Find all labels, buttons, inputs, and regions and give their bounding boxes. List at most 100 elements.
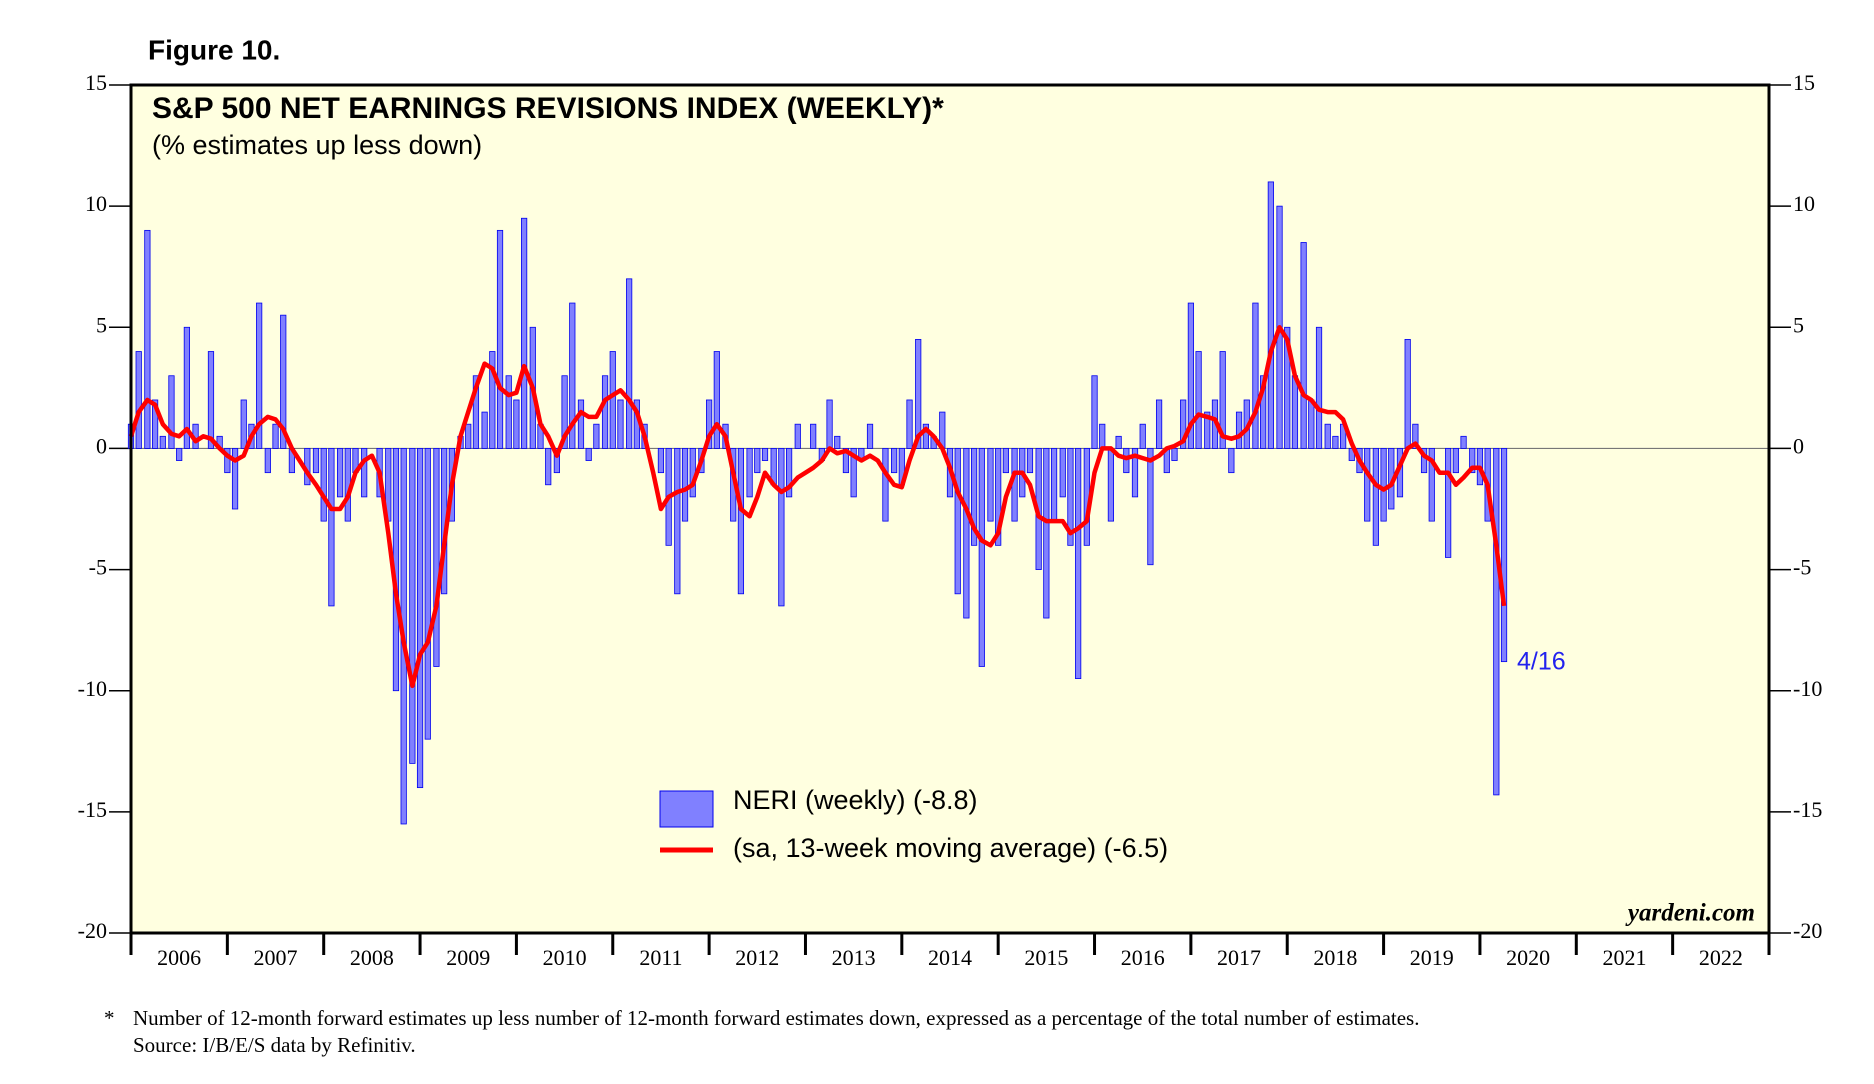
bar — [1115, 435, 1122, 449]
bar — [882, 448, 889, 522]
bar — [1500, 448, 1508, 663]
bar — [409, 448, 416, 764]
bar — [465, 423, 472, 449]
bar — [1364, 448, 1371, 522]
legend-label: NERI (weekly) (-8.8) — [733, 785, 978, 815]
x-tick-label: 2014 — [928, 945, 972, 970]
bar — [1300, 242, 1307, 449]
bar — [1107, 448, 1115, 522]
x-tick-label: 2007 — [254, 945, 298, 970]
bar — [754, 448, 761, 474]
bar — [609, 351, 616, 449]
bar — [1026, 448, 1034, 474]
bar — [1002, 448, 1009, 474]
bar — [906, 399, 913, 449]
bar — [810, 423, 817, 449]
bar — [240, 399, 247, 449]
bar — [850, 448, 857, 498]
bar — [553, 448, 560, 474]
x-tick-label: 2017 — [1217, 945, 1261, 970]
bar — [601, 375, 609, 449]
plot-frame — [129, 83, 1771, 935]
bar — [264, 448, 271, 474]
chart-subtitle: (% estimates up less down) — [152, 130, 482, 160]
x-tick-label: 2018 — [1313, 945, 1357, 970]
bar — [1445, 448, 1452, 558]
bar — [224, 448, 231, 474]
bar — [794, 423, 801, 449]
bar — [1315, 326, 1323, 449]
y-tick-label: 15 — [85, 70, 107, 95]
bar — [593, 423, 600, 449]
bar — [545, 448, 552, 486]
bar — [1284, 326, 1291, 449]
bar — [1171, 448, 1178, 461]
y2-tick-label: 0 — [1793, 433, 1804, 458]
bar — [706, 399, 713, 449]
bar — [1187, 302, 1194, 449]
bar — [1099, 423, 1106, 449]
bar — [1075, 448, 1082, 679]
x-tick-label: 2019 — [1410, 945, 1454, 970]
bar — [176, 448, 183, 461]
footnote: Number of 12-month forward estimates up … — [133, 1006, 1419, 1030]
y2-tick-label: 5 — [1793, 312, 1804, 337]
bar — [970, 448, 978, 546]
bar — [1380, 448, 1387, 522]
bar — [585, 448, 592, 461]
x-tick-label: 2011 — [639, 945, 682, 970]
bar — [963, 448, 970, 619]
x-tick-label: 2021 — [1602, 945, 1646, 970]
bar — [922, 423, 930, 449]
bar — [1291, 375, 1299, 449]
legend-label: (sa, 13-week moving average) (-6.5) — [733, 833, 1168, 863]
bar — [144, 229, 151, 449]
bar — [1050, 448, 1058, 522]
bar — [496, 229, 504, 449]
bar — [1428, 448, 1435, 522]
bar — [312, 448, 320, 474]
bar — [231, 448, 239, 510]
bar — [1412, 423, 1419, 449]
bar — [472, 375, 480, 449]
bar — [159, 435, 166, 449]
bar — [978, 448, 985, 667]
bar — [1332, 435, 1339, 449]
bar — [1123, 448, 1130, 474]
bar — [1267, 181, 1274, 449]
bar — [995, 448, 1002, 546]
bar — [689, 448, 696, 498]
bar — [1235, 411, 1243, 449]
bar — [320, 448, 327, 522]
bar — [1260, 375, 1267, 449]
bar — [1011, 448, 1018, 522]
y-tick-label: -20 — [78, 918, 107, 943]
bar — [681, 448, 689, 522]
bar — [761, 448, 769, 461]
bar — [168, 375, 175, 449]
y2-tick-label: -10 — [1793, 676, 1822, 701]
x-tick-label: 2008 — [350, 945, 394, 970]
x-tick-label: 2009 — [446, 945, 490, 970]
x-tick-label: 2022 — [1699, 945, 1743, 970]
bar — [737, 448, 745, 595]
bar — [433, 448, 440, 667]
bar — [1067, 448, 1074, 546]
y-tick-label: -5 — [89, 555, 107, 580]
bar — [826, 399, 833, 449]
y2-tick-label: 10 — [1793, 191, 1815, 216]
bar — [272, 423, 279, 449]
bar — [135, 351, 142, 449]
bar — [1219, 351, 1226, 449]
bar — [1372, 448, 1379, 546]
bar — [577, 399, 585, 449]
bar — [489, 351, 496, 449]
bar — [1469, 448, 1476, 474]
bar — [361, 448, 368, 498]
bar — [256, 302, 263, 449]
bar — [207, 351, 215, 449]
credit: yardeni.com — [1625, 900, 1755, 927]
bar — [328, 448, 335, 607]
y2-tick-label: -20 — [1793, 918, 1822, 943]
